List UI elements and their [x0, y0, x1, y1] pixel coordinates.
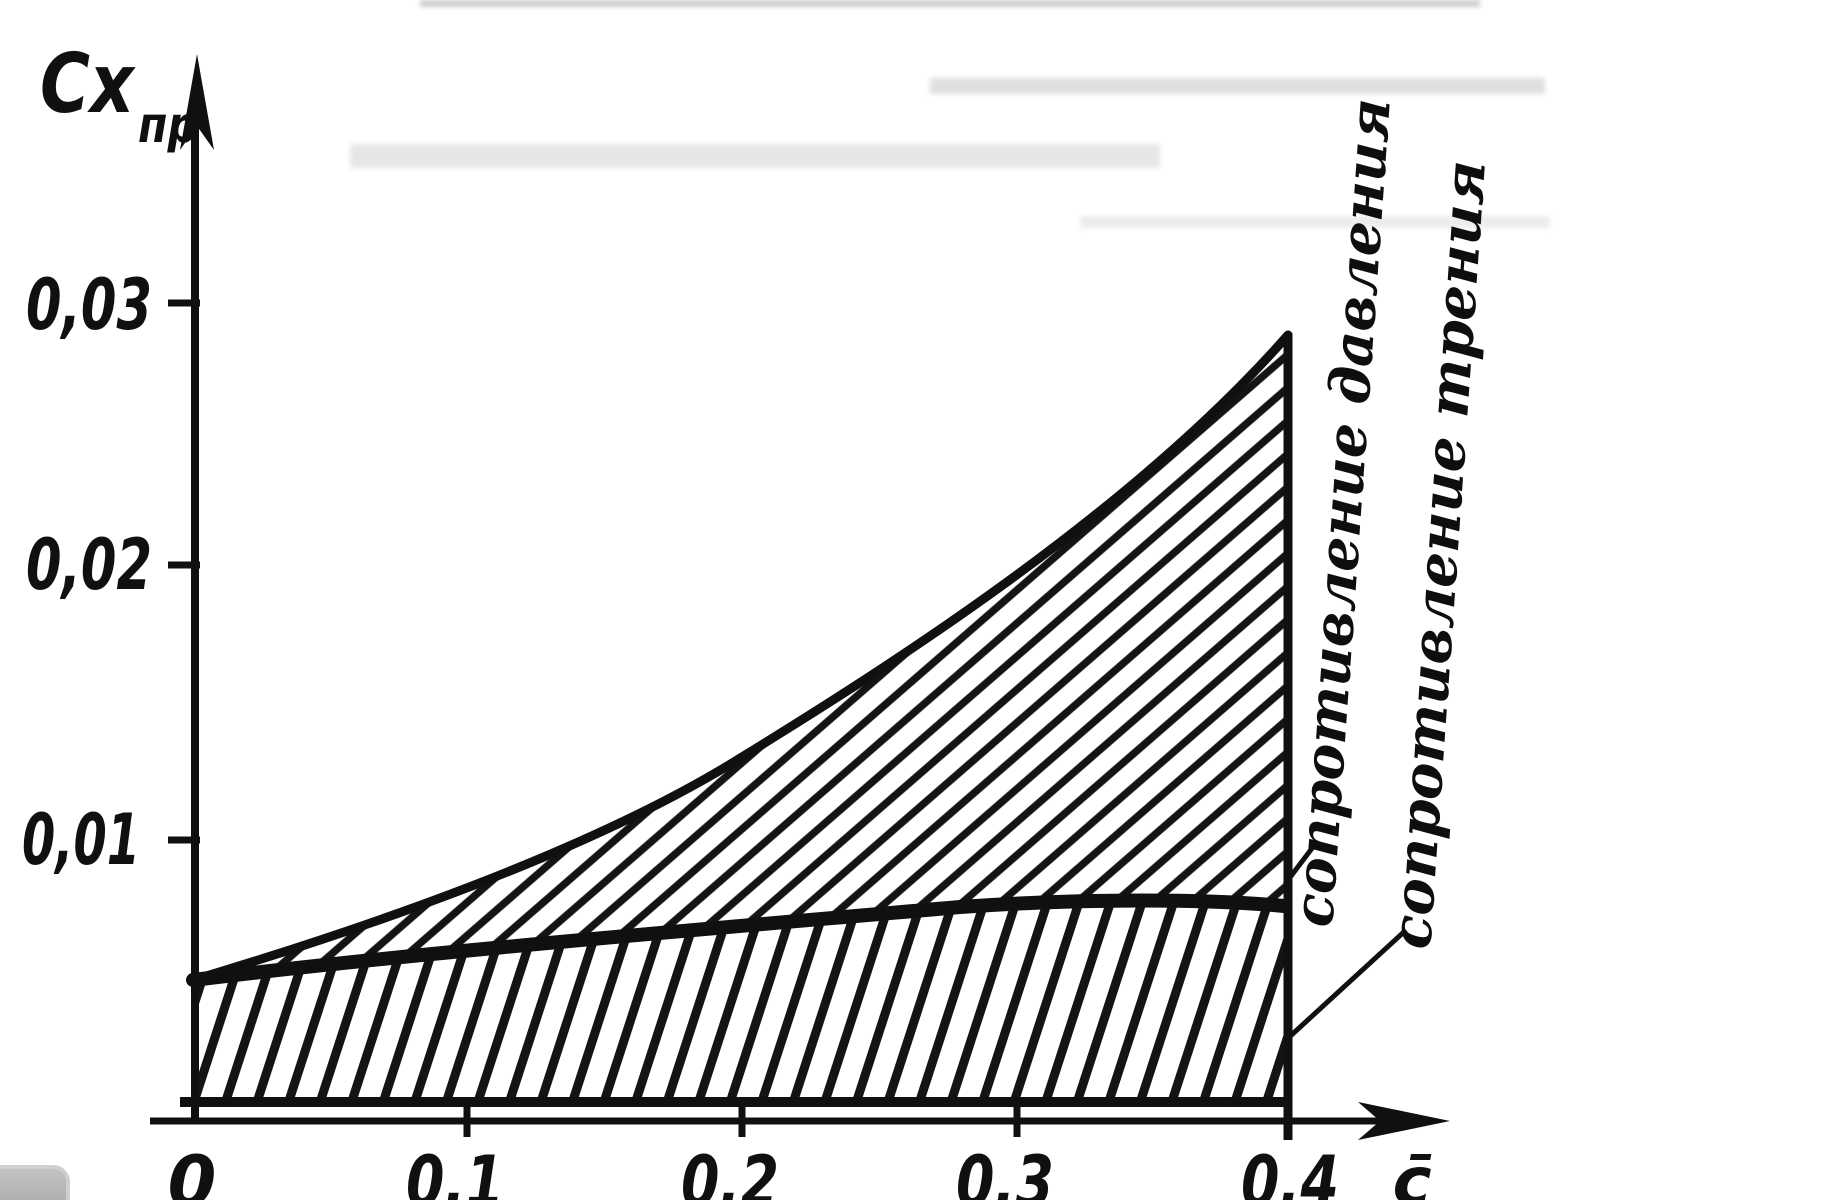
x-tick-label-0: 0 — [168, 1141, 217, 1200]
x-tick-label-01: 0,1 — [406, 1141, 504, 1200]
x-axis-arrowhead — [1358, 1102, 1450, 1140]
x-axis-ticks — [463, 1104, 1021, 1137]
pressure-leader-line — [1283, 841, 1318, 886]
y-tick-label-003: 0,03 — [26, 264, 152, 346]
y-tick-label-001: 0,01 — [22, 799, 140, 881]
friction-drag-curve — [186, 893, 1291, 987]
y-axis-ticks — [168, 299, 200, 844]
x-axis-symbol-label: c̄ — [1392, 1143, 1431, 1200]
y-axis-title: Cx — [40, 37, 137, 132]
y-tick-label-002: 0,02 — [26, 524, 152, 606]
x-tick-label-02: 0,2 — [681, 1141, 779, 1200]
pressure-drag-region — [193, 335, 1288, 980]
x-tick-label-03: 0,3 — [956, 1141, 1054, 1200]
y-axis-arrowhead — [180, 54, 214, 150]
scan-artifact-smudges — [350, 0, 1550, 228]
x-tick-label-04: 0,4 — [1241, 1141, 1339, 1200]
total-drag-curve — [188, 330, 1293, 985]
friction-leader-line — [1284, 928, 1408, 1042]
corner-ui-button[interactable] — [0, 1165, 70, 1200]
friction-drag-region — [193, 900, 1288, 1100]
y-axis-title-subscript: пр — [138, 96, 198, 154]
